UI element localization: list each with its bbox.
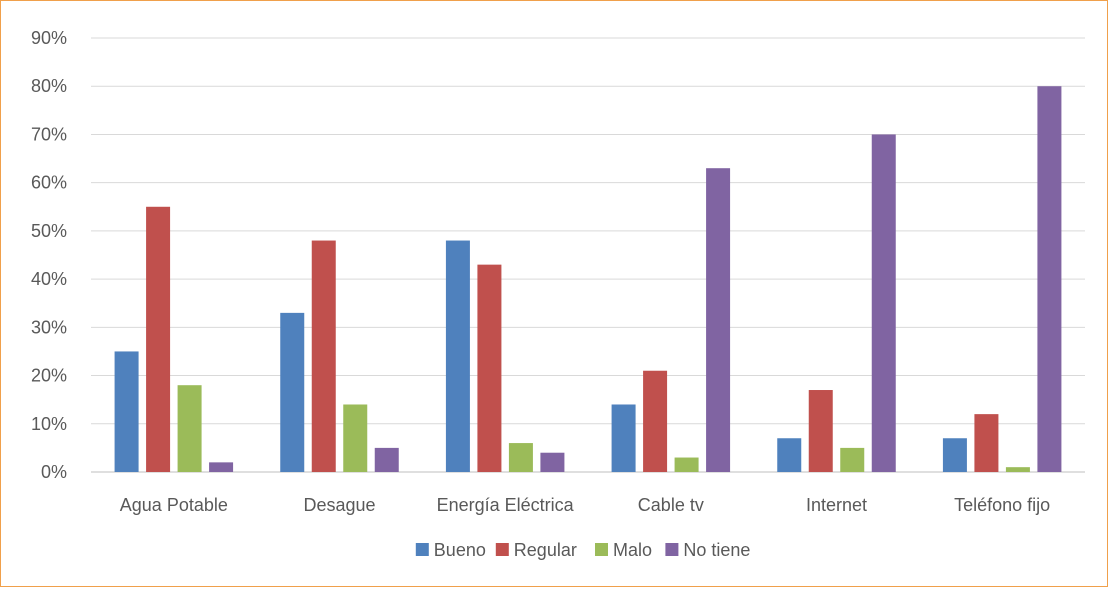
y-tick-label: 30% [31, 317, 67, 337]
bar-no-tiene [706, 168, 731, 472]
x-tick-label: Cable tv [638, 495, 704, 515]
y-tick-label: 70% [31, 124, 67, 144]
legend-label: Regular [514, 540, 577, 560]
x-tick-label: Desague [303, 495, 375, 515]
legend-item: Bueno [415, 540, 486, 560]
bar-regular [146, 206, 171, 472]
bar-malo [1005, 467, 1030, 472]
bar-no-tiene [374, 447, 399, 472]
legend-item: No tiene [665, 540, 750, 560]
x-tick-label: Agua Potable [120, 495, 228, 515]
legend-item: Regular [495, 540, 577, 560]
bar-malo [840, 447, 865, 472]
legend-label: Malo [613, 540, 652, 560]
legend-label: No tiene [683, 540, 750, 560]
bar-regular [808, 390, 833, 472]
bar-bueno [611, 404, 636, 472]
legend-swatch [665, 543, 679, 556]
y-axis: 0% 10% 20% 30% 40% 50% 60% 70% 80% 90% [31, 28, 67, 482]
bar-regular [643, 370, 668, 472]
gridlines [91, 37, 1085, 473]
x-axis: Agua Potable Desague Energía Eléctrica Cabl… [120, 495, 1050, 515]
legend-swatch [415, 543, 429, 556]
bar-regular [974, 414, 999, 472]
legend-item: Malo [595, 540, 652, 560]
legend-label: Bueno [434, 540, 486, 560]
bar-no-tiene [209, 462, 234, 472]
bar-no-tiene [1037, 86, 1062, 472]
bar-malo [674, 457, 699, 472]
x-tick-label: Internet [806, 495, 867, 515]
bar-bueno [280, 312, 305, 472]
legend-swatch [495, 543, 509, 556]
legend: Bueno Regular Malo No tiene [415, 540, 750, 560]
bar-malo [508, 443, 533, 472]
y-tick-label: 60% [31, 173, 67, 193]
bars [114, 86, 1062, 472]
y-tick-label: 40% [31, 269, 67, 289]
y-tick-label: 10% [31, 414, 67, 434]
bar-bueno [445, 240, 470, 472]
bar-bueno [777, 438, 802, 472]
y-tick-label: 90% [31, 28, 67, 48]
bar-malo [343, 404, 368, 472]
bar-regular [311, 240, 336, 472]
y-tick-label: 80% [31, 76, 67, 96]
bar-bueno [942, 438, 967, 472]
y-tick-label: 20% [31, 366, 67, 386]
bar-bueno [114, 351, 139, 472]
legend-swatch [595, 543, 608, 556]
y-tick-label: 50% [31, 221, 67, 241]
bar-regular [477, 264, 502, 472]
bar-no-tiene [871, 134, 896, 472]
bar-malo [177, 385, 202, 472]
x-tick-label: Teléfono fijo [954, 495, 1050, 515]
x-tick-label: Energía Eléctrica [437, 495, 575, 515]
bar-no-tiene [540, 452, 565, 472]
y-tick-label: 0% [41, 462, 67, 482]
